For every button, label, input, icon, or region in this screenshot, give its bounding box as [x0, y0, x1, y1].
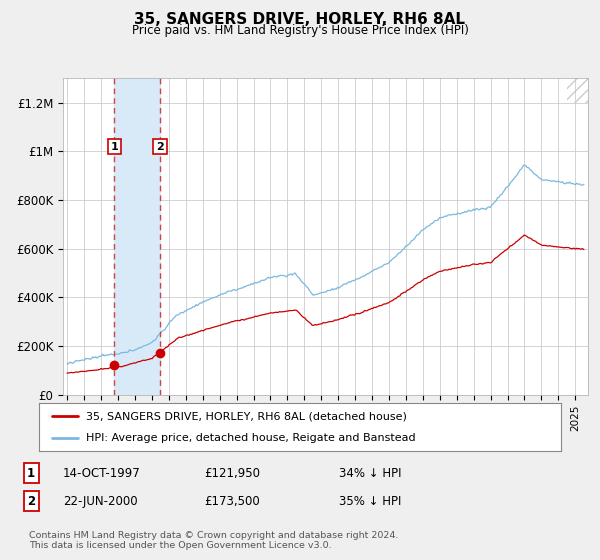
Bar	[115, 78, 160, 395]
Text: 14-OCT-1997: 14-OCT-1997	[63, 466, 141, 480]
Text: 2: 2	[156, 142, 164, 152]
Text: 35, SANGERS DRIVE, HORLEY, RH6 8AL: 35, SANGERS DRIVE, HORLEY, RH6 8AL	[134, 12, 466, 27]
Text: £173,500: £173,500	[204, 494, 260, 508]
Text: 35, SANGERS DRIVE, HORLEY, RH6 8AL (detached house): 35, SANGERS DRIVE, HORLEY, RH6 8AL (deta…	[86, 411, 407, 421]
Text: 2: 2	[27, 494, 35, 508]
Text: Price paid vs. HM Land Registry's House Price Index (HPI): Price paid vs. HM Land Registry's House …	[131, 24, 469, 37]
Text: £121,950: £121,950	[204, 466, 260, 480]
Text: 35% ↓ HPI: 35% ↓ HPI	[339, 494, 401, 508]
Text: 34% ↓ HPI: 34% ↓ HPI	[339, 466, 401, 480]
Text: 22-JUN-2000: 22-JUN-2000	[63, 494, 137, 508]
Text: HPI: Average price, detached house, Reigate and Banstead: HPI: Average price, detached house, Reig…	[86, 433, 416, 443]
Text: 1: 1	[27, 466, 35, 480]
Text: Contains HM Land Registry data © Crown copyright and database right 2024.
This d: Contains HM Land Registry data © Crown c…	[29, 531, 398, 550]
Text: 1: 1	[110, 142, 118, 152]
